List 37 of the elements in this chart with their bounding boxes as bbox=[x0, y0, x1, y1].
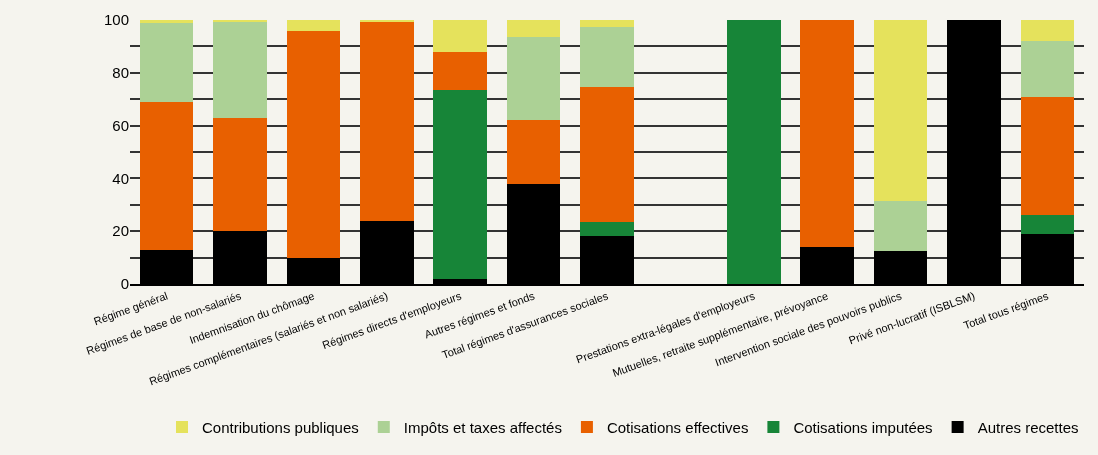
legend-label: Impôts et taxes affectés bbox=[403, 418, 562, 436]
legend-label: Cotisations imputées bbox=[793, 418, 933, 436]
legend-label: Cotisations effectives bbox=[606, 418, 749, 436]
bar bbox=[433, 51, 488, 90]
bar bbox=[726, 20, 781, 284]
bar bbox=[506, 120, 561, 184]
legend-label: Autres recettes bbox=[977, 418, 1079, 436]
bar bbox=[139, 101, 194, 250]
bar bbox=[800, 20, 854, 248]
bar bbox=[580, 20, 634, 27]
bar bbox=[286, 20, 341, 31]
bar bbox=[506, 20, 561, 38]
bar bbox=[139, 20, 194, 23]
bar bbox=[873, 200, 928, 251]
y-tick-label: 20 bbox=[112, 222, 129, 240]
bar bbox=[873, 20, 928, 201]
legend-label: Contributions publiques bbox=[202, 418, 359, 436]
bar bbox=[360, 21, 414, 221]
bar bbox=[286, 30, 341, 258]
bar bbox=[580, 221, 634, 237]
bar bbox=[1020, 20, 1075, 42]
y-tick-label: 100 bbox=[103, 11, 129, 29]
bar bbox=[580, 87, 634, 222]
bar bbox=[139, 22, 194, 102]
bar bbox=[213, 117, 267, 232]
y-tick-label: 0 bbox=[120, 275, 129, 293]
bar bbox=[1020, 41, 1075, 97]
bar bbox=[213, 21, 267, 118]
y-tick-label: 80 bbox=[112, 64, 129, 82]
bar bbox=[433, 89, 488, 279]
y-tick-label: 40 bbox=[112, 169, 129, 187]
bar bbox=[433, 20, 488, 52]
bar bbox=[580, 26, 634, 88]
bar bbox=[506, 37, 561, 121]
y-tick-label: 60 bbox=[112, 116, 129, 134]
bar bbox=[1020, 215, 1075, 234]
bar bbox=[1020, 96, 1075, 216]
